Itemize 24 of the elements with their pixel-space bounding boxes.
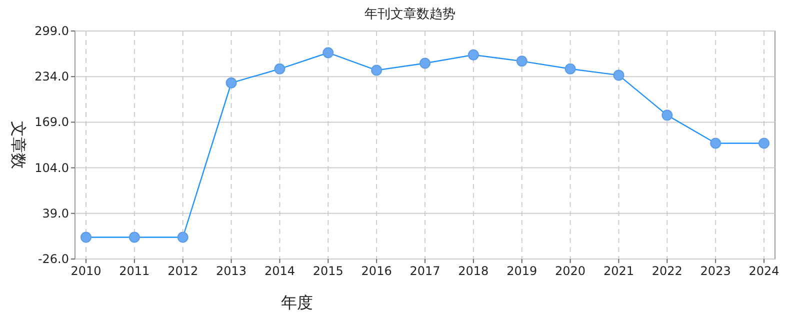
x-tick-label: 2022 [652, 264, 682, 278]
y-tick-label: 104.0 [34, 160, 69, 175]
y-tick-label: -26.0 [38, 252, 69, 266]
x-tick-label: 2023 [700, 264, 731, 278]
x-tick-label: 2020 [555, 264, 586, 278]
y-tick-label: 39.0 [42, 206, 69, 220]
x-tick-label: 2018 [458, 264, 489, 278]
x-tick-label: 2019 [506, 264, 538, 278]
y-axis-title: 文章数 [9, 121, 28, 169]
x-tick-label: 2024 [748, 264, 780, 278]
y-tick-label: 299.0 [34, 24, 69, 38]
x-tick-label: 2013 [216, 264, 247, 278]
x-tick-label: 2014 [264, 264, 295, 278]
x-tick-label: 2010 [70, 264, 102, 278]
x-tick-label: 2016 [361, 264, 392, 278]
x-tick-label: 2017 [410, 264, 440, 278]
x-tick-label: 2011 [119, 264, 150, 278]
x-tick-label: 2021 [603, 264, 634, 278]
x-tick-label: 2012 [168, 264, 198, 278]
x-axis-title: 年度 [281, 293, 313, 312]
y-tick-label: 169.0 [34, 115, 69, 130]
x-tick-label: 2015 [312, 264, 344, 278]
chart-title: 年刊文章数趋势 [364, 7, 456, 22]
y-tick-label: 234.0 [34, 70, 69, 84]
